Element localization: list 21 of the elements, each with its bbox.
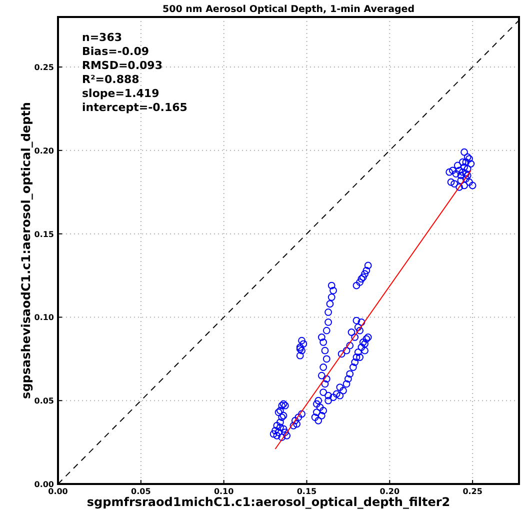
y-tick-label: 0.25 <box>34 63 54 72</box>
annotation: n=363 <box>82 31 122 44</box>
y-tick-label: 0.00 <box>34 480 54 489</box>
chart-title: 500 nm Aerosol Optical Depth, 1-min Averaged <box>162 4 415 15</box>
x-tick-label: 0.15 <box>296 487 318 496</box>
annotation: slope=1.419 <box>82 87 160 100</box>
annotation: R²=0.888 <box>82 73 140 86</box>
x-tick-label: 0.00 <box>48 487 68 496</box>
annotation: intercept=-0.165 <box>82 101 188 114</box>
y-tick-label: 0.10 <box>34 313 54 322</box>
y-tick-label: 0.15 <box>34 230 54 239</box>
x-tick-label: 0.25 <box>462 487 483 496</box>
y-tick-label: 0.20 <box>34 146 54 156</box>
x-tick-label: 0.05 <box>131 487 152 496</box>
annotation: RMSD=0.093 <box>82 59 162 72</box>
x-axis-title: sgpmfrsraod1michC1.c1:aerosol_optical_depth_filter2 <box>86 495 450 509</box>
x-tick-label: 0.20 <box>380 487 400 496</box>
annotation: Bias=-0.09 <box>82 45 150 58</box>
y-tick-label: 0.05 <box>34 396 54 406</box>
y-axis-title: sgpsashevisaodC1.c1:aerosol_optical_depth <box>19 102 33 399</box>
x-tick-label: 0.10 <box>214 487 234 496</box>
